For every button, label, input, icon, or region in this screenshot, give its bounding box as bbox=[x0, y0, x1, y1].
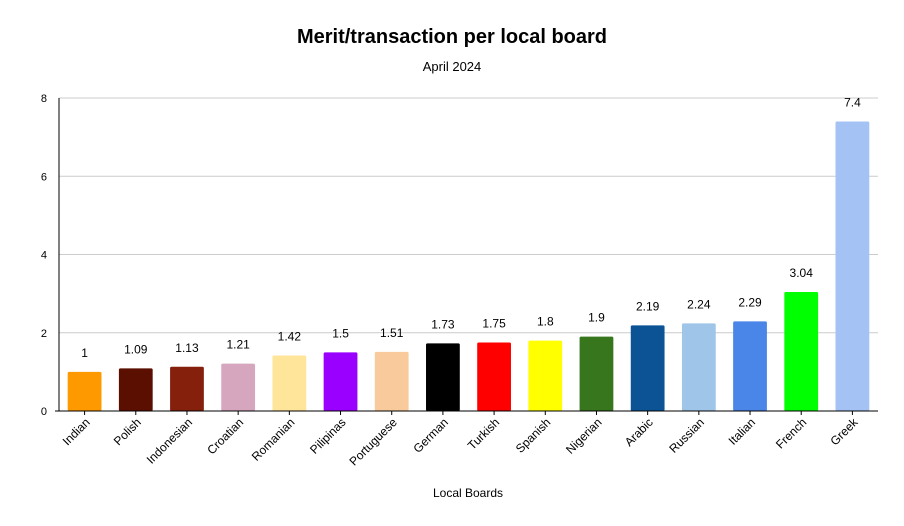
data-label: 1.51 bbox=[380, 326, 404, 340]
x-tick-label: Arabic bbox=[622, 415, 656, 449]
x-tick-label: German bbox=[410, 415, 451, 456]
bar bbox=[630, 325, 665, 411]
data-label: 3.04 bbox=[790, 266, 814, 280]
bar bbox=[681, 323, 716, 411]
bar bbox=[118, 368, 153, 411]
data-label: 1.8 bbox=[537, 315, 554, 329]
bar bbox=[579, 336, 614, 411]
x-tick-label: Portuguese bbox=[347, 415, 401, 469]
y-tick-label: 0 bbox=[41, 406, 47, 418]
bar bbox=[272, 355, 307, 411]
data-label: 2.19 bbox=[636, 299, 660, 313]
bar bbox=[170, 366, 204, 411]
data-label: 1.5 bbox=[332, 326, 349, 340]
chart-subtitle: April 2024 bbox=[422, 59, 482, 74]
chart-title: Merit/transaction per local board bbox=[296, 26, 608, 48]
x-tick-label: Croatian bbox=[204, 415, 246, 457]
data-label: 1.73 bbox=[431, 317, 455, 331]
y-tick-label: 2 bbox=[41, 328, 47, 340]
x-tick-label: Italian bbox=[726, 415, 759, 448]
data-label: 2.29 bbox=[738, 295, 762, 309]
x-tick-label: French bbox=[773, 415, 809, 451]
data-label: 1.42 bbox=[278, 329, 302, 343]
y-tick-label: 4 bbox=[41, 250, 47, 262]
bar bbox=[528, 340, 563, 411]
y-tick-label: 6 bbox=[41, 171, 47, 183]
x-tick-label: Turkish bbox=[465, 415, 502, 452]
bar bbox=[323, 352, 358, 411]
x-tick-label: Indonesian bbox=[144, 415, 195, 466]
x-axis-title: Local Boards bbox=[432, 486, 504, 500]
data-label: 1.21 bbox=[226, 338, 250, 352]
x-tick-label: Romanian bbox=[249, 415, 298, 464]
bar bbox=[477, 342, 511, 411]
data-label: 1.13 bbox=[175, 341, 199, 355]
bar bbox=[67, 371, 102, 411]
data-label: 1.9 bbox=[588, 311, 605, 325]
bar bbox=[426, 343, 460, 411]
data-label: 2.24 bbox=[687, 297, 711, 311]
x-tick-label: Greek bbox=[828, 415, 862, 449]
x-tick-label: Russian bbox=[666, 415, 707, 456]
x-tick-label: Pilipinas bbox=[307, 415, 349, 457]
bar bbox=[784, 292, 819, 411]
x-tick-label: Polish bbox=[111, 415, 144, 448]
data-label: 1.09 bbox=[124, 342, 148, 356]
data-label: 7.4 bbox=[844, 95, 861, 109]
bar bbox=[733, 321, 767, 411]
data-label: 1 bbox=[81, 346, 88, 360]
bar bbox=[835, 121, 870, 411]
x-tick-label: Nigerian bbox=[563, 415, 605, 457]
x-tick-label: Indian bbox=[60, 415, 93, 448]
data-label: 1.75 bbox=[482, 317, 506, 331]
bar bbox=[221, 363, 256, 411]
x-tick-label: Spanish bbox=[513, 415, 554, 456]
y-tick-label: 8 bbox=[41, 93, 47, 105]
bar bbox=[374, 351, 409, 411]
